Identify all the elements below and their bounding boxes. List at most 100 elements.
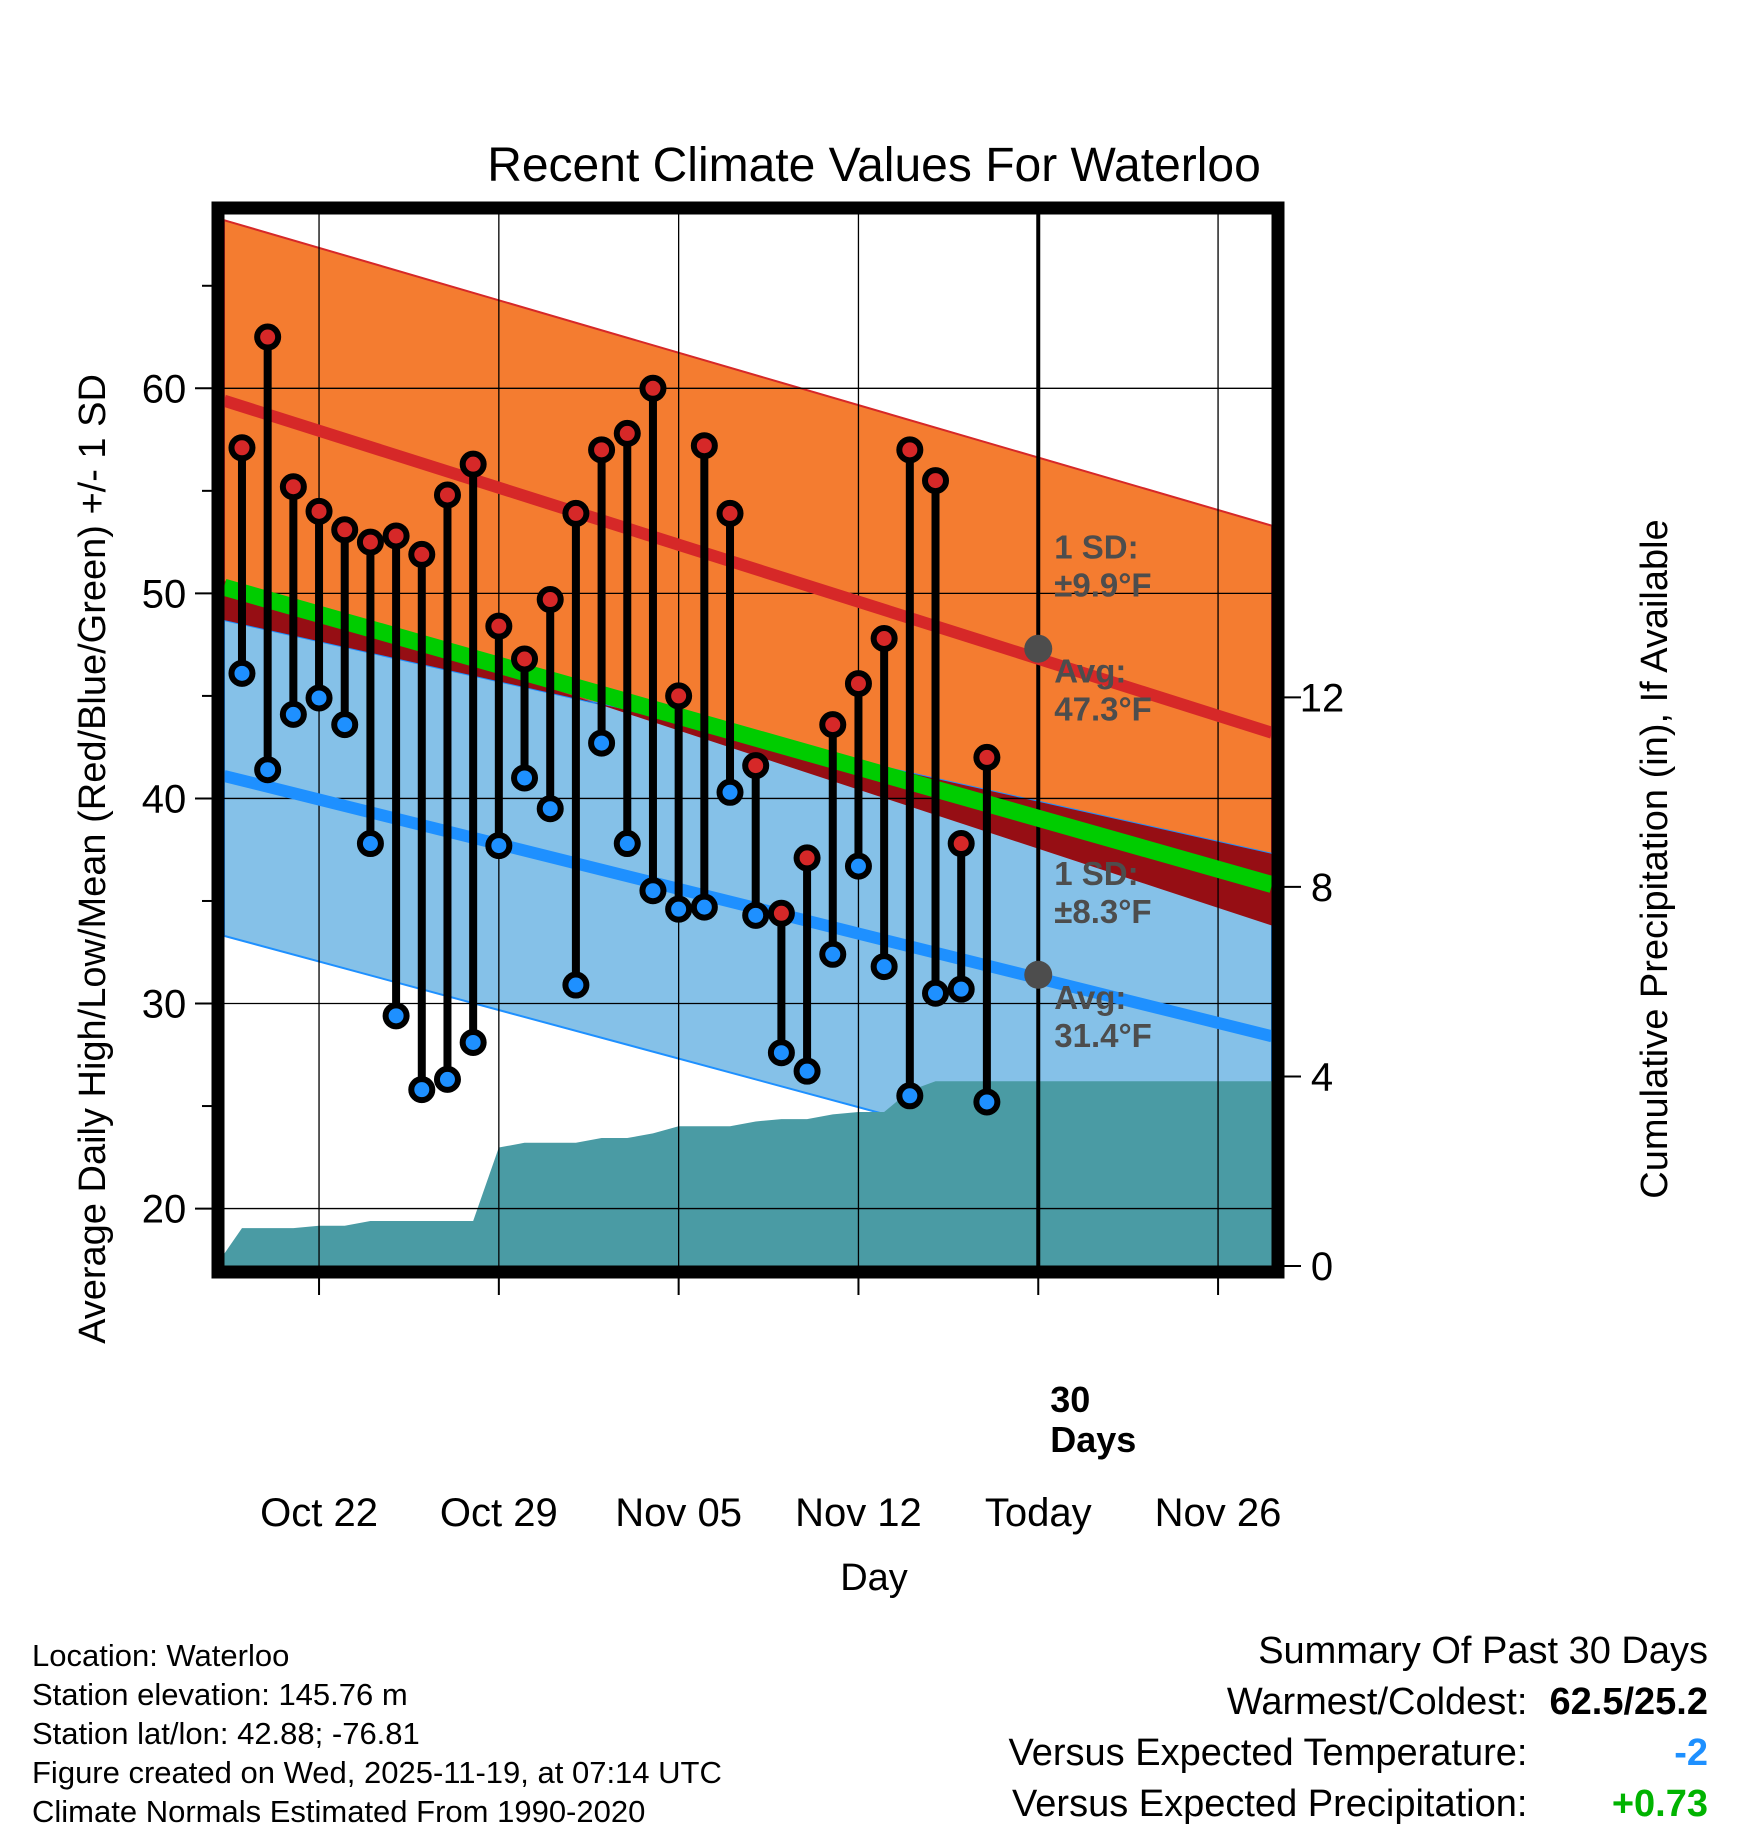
- y-tick-label-30: 30: [142, 983, 187, 1027]
- today-low-avg-dot: [1024, 960, 1053, 989]
- daily-low-point: [433, 1065, 461, 1093]
- daily-high-point: [382, 522, 410, 550]
- daily-high-point: [254, 323, 282, 351]
- low-sd-value: ±8.3°F: [1054, 893, 1151, 930]
- days-count-number: 30: [1050, 1379, 1090, 1420]
- daily-low-point: [562, 971, 590, 999]
- daily-high-point: [922, 467, 950, 495]
- today-high-avg-dot: [1024, 634, 1053, 663]
- x-tick-label-nov-05: Nov 05: [615, 1491, 742, 1535]
- x-tick-label-oct-22: Oct 22: [260, 1491, 378, 1535]
- daily-high-point: [459, 450, 487, 478]
- daily-low-point: [973, 1088, 1001, 1116]
- warmest-coldest-row: Warmest/Coldest: 62.5/25.2: [1009, 1677, 1708, 1728]
- climate-chart: Recent Climate Values For Waterloo 1 SD:…: [72, 139, 1676, 1599]
- daily-low-point: [767, 1039, 795, 1067]
- daily-high-point: [588, 436, 616, 464]
- daily-high-point: [665, 682, 693, 710]
- daily-high-point: [356, 528, 384, 556]
- daily-low-point: [331, 711, 359, 739]
- daily-high-point: [511, 645, 539, 673]
- chart-title: Recent Climate Values For Waterloo: [487, 139, 1261, 192]
- x-tick-label-today: Today: [985, 1491, 1092, 1535]
- daily-low-point: [511, 764, 539, 792]
- daily-high-point: [690, 432, 718, 460]
- created-text: Figure created on Wed, 2025-11-19, at 07…: [32, 1755, 722, 1790]
- daily-low-point: [947, 975, 975, 1003]
- latlon-text: Station lat/lon: 42.88; -76.81: [32, 1716, 420, 1751]
- daily-low-point: [896, 1082, 924, 1110]
- temp-deviation-row: Versus Expected Temperature: -2: [1009, 1728, 1708, 1779]
- daily-high-point: [536, 586, 564, 614]
- low-avg-label: Avg:: [1054, 979, 1126, 1016]
- daily-low-point: [408, 1076, 436, 1104]
- daily-low-point: [536, 795, 564, 823]
- elevation-text: Station elevation: 145.76 m: [32, 1677, 408, 1712]
- x-tick-label-nov-12: Nov 12: [795, 1491, 922, 1535]
- daily-high-point: [793, 844, 821, 872]
- daily-high-point: [228, 434, 256, 462]
- daily-low-point: [665, 895, 693, 923]
- daily-high-point: [870, 624, 898, 652]
- daily-low-point: [742, 901, 770, 929]
- daily-low-point: [382, 1002, 410, 1030]
- temp-deviation-value: -2: [1674, 1732, 1708, 1774]
- high-avg-value: 47.3°F: [1054, 691, 1152, 728]
- daily-high-point: [613, 419, 641, 447]
- daily-high-point: [844, 670, 872, 698]
- x-tick-label-nov-26: Nov 26: [1155, 1491, 1282, 1535]
- y-tick-label-60: 60: [142, 367, 187, 411]
- summary-title: Summary Of Past 30 Days: [1258, 1630, 1708, 1672]
- daily-low-point: [279, 700, 307, 728]
- daily-high-point: [485, 612, 513, 640]
- x-axis-label: Day: [840, 1557, 908, 1599]
- daily-high-point: [562, 499, 590, 527]
- daily-high-point: [716, 499, 744, 527]
- low-sd-label: 1 SD:: [1054, 855, 1138, 892]
- daily-high-point: [408, 540, 436, 568]
- low-avg-value: 31.4°F: [1054, 1017, 1152, 1054]
- y-tick-label-40: 40: [142, 777, 187, 821]
- daily-low-point: [793, 1057, 821, 1085]
- station-info: Location: Waterloo Station elevation: 14…: [32, 1636, 722, 1831]
- y-tick-label-20: 20: [142, 1188, 187, 1232]
- daily-high-point: [433, 481, 461, 509]
- daily-low-point: [459, 1028, 487, 1056]
- high-avg-label: Avg:: [1054, 653, 1126, 690]
- x-tick-label-oct-29: Oct 29: [440, 1491, 558, 1535]
- y-tick-label-50: 50: [142, 572, 187, 616]
- daily-high-point: [305, 497, 333, 525]
- warmest-coldest-value: 62.5/25.2: [1549, 1681, 1708, 1723]
- precip-tick-label-8: 8: [1311, 866, 1333, 910]
- daily-high-point: [742, 752, 770, 780]
- daily-low-point: [690, 893, 718, 921]
- precip-tick-label-0: 0: [1311, 1245, 1333, 1289]
- temp-deviation-label: Versus Expected Temperature:: [1008, 1732, 1528, 1774]
- precip-deviation-label: Versus Expected Precipitation:: [1012, 1783, 1528, 1825]
- precip-deviation-value: +0.73: [1611, 1783, 1708, 1825]
- daily-low-point: [870, 953, 898, 981]
- daily-high-point: [896, 436, 924, 464]
- daily-low-point: [356, 830, 384, 858]
- daily-high-point: [279, 473, 307, 501]
- daily-high-point: [639, 374, 667, 402]
- high-sd-label: 1 SD:: [1054, 529, 1138, 566]
- normals-text: Climate Normals Estimated From 1990-2020: [32, 1794, 646, 1829]
- y-axis-label-right: Cumulative Precipitation (in), If Availa…: [1634, 519, 1676, 1198]
- daily-low-point: [716, 778, 744, 806]
- daily-low-point: [844, 852, 872, 880]
- daily-low-point: [639, 877, 667, 905]
- daily-high-point: [973, 743, 1001, 771]
- daily-high-point: [947, 830, 975, 858]
- daily-low-point: [588, 729, 616, 757]
- daily-low-point: [922, 979, 950, 1007]
- location-text: Location: Waterloo: [32, 1638, 290, 1673]
- daily-high-point: [331, 516, 359, 544]
- y-axis-label-left: Average Daily High/Low/Mean (Red/Blue/Gr…: [72, 374, 114, 1344]
- plot-frame: [211, 201, 1285, 1279]
- days-count-label: Days: [1050, 1419, 1136, 1460]
- daily-low-point: [613, 830, 641, 858]
- daily-high-point: [767, 899, 795, 927]
- daily-low-point: [254, 756, 282, 784]
